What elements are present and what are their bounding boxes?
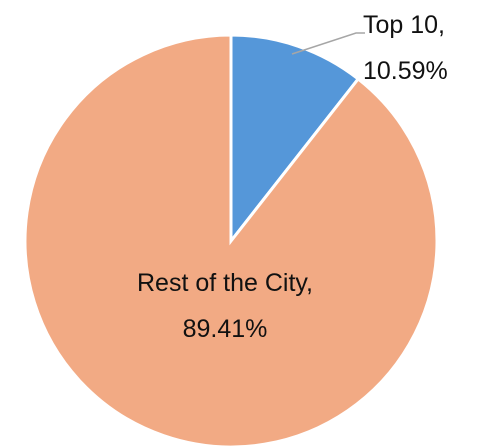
- pie-slice: [23, 33, 439, 447]
- leader-line: [291, 32, 365, 55]
- pie: [23, 33, 439, 447]
- data-label: Top 10, 10.59%: [363, 2, 493, 94]
- value-label: 89.41%: [182, 315, 268, 343]
- category-label: Top 10,: [363, 11, 446, 39]
- data-label: Rest of the City, 89.41%: [135, 260, 315, 352]
- value-label: 10.59%: [363, 57, 448, 85]
- pie-slice: [229, 33, 361, 246]
- category-label: Rest of the City,: [137, 269, 313, 297]
